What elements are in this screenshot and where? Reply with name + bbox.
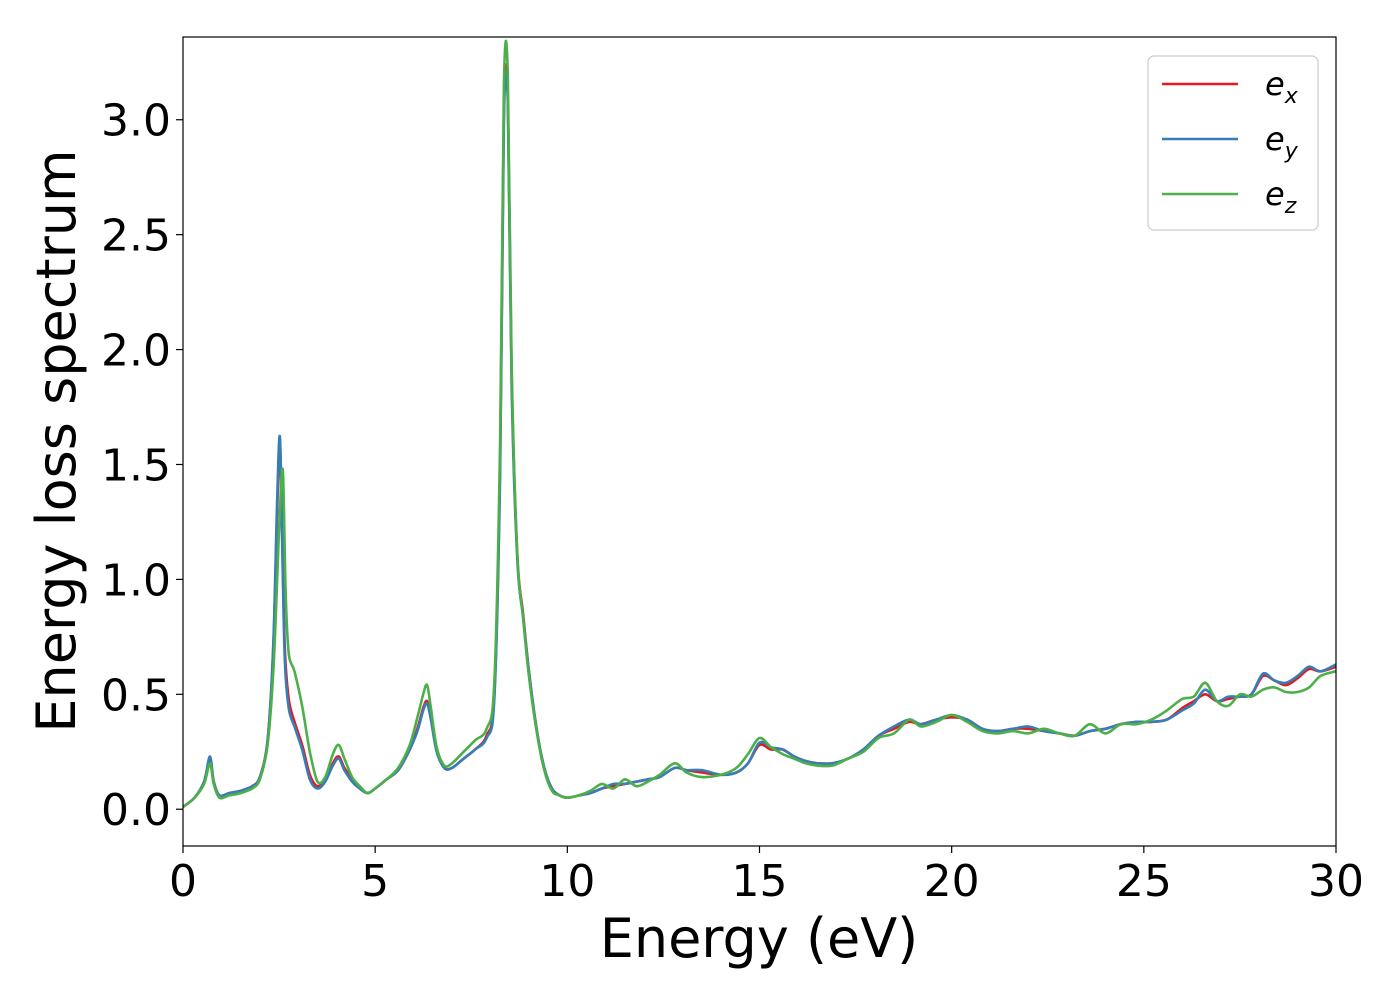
x-tick-label: 0: [169, 856, 197, 907]
y-axis: 0.0 0.5 1.0 1.5 2.0 2.5 3.0: [101, 96, 183, 836]
series-layer: [183, 39, 1336, 808]
legend-label-z: ez: [1265, 175, 1297, 219]
x-tick-label: 5: [361, 856, 389, 907]
y-tick-label: 1.0: [101, 555, 171, 606]
x-axis: 0 5 10 15 20 25 30: [169, 846, 1364, 907]
y-tick-label: 2.5: [101, 211, 171, 262]
series-line-z: [183, 39, 1336, 808]
y-tick-label: 3.0: [101, 96, 171, 147]
x-axis-label: Energy (eV): [600, 907, 919, 970]
x-tick-label: 20: [924, 856, 980, 907]
legend: ex ey ez: [1147, 55, 1319, 231]
x-tick-label: 10: [539, 856, 595, 907]
y-tick-label: 2.0: [101, 326, 171, 377]
legend-label-y: ey: [1265, 120, 1299, 164]
y-tick-label: 1.5: [101, 440, 171, 491]
x-tick-label: 30: [1308, 856, 1364, 907]
x-tick-label: 25: [1116, 856, 1172, 907]
y-axis-label: Energy loss spectrum: [25, 149, 88, 732]
legend-label-x: ex: [1265, 65, 1299, 109]
y-tick-label: 0.0: [101, 785, 171, 836]
legend-box: [1147, 55, 1319, 231]
x-tick-label: 15: [732, 856, 788, 907]
y-tick-label: 0.5: [101, 670, 171, 721]
